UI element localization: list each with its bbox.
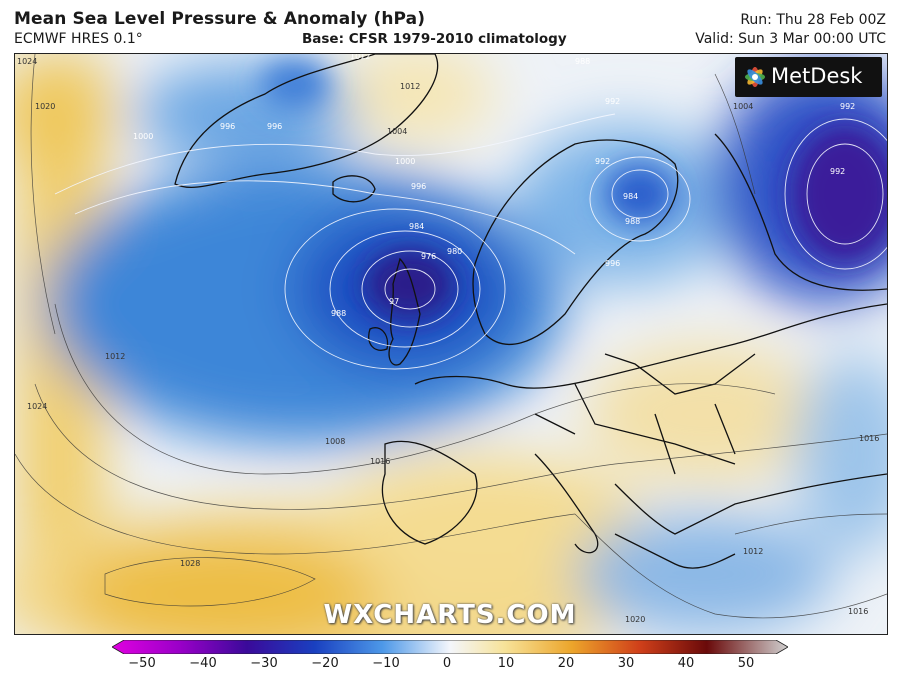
wxcharts-watermark: WXCHARTS.COM	[323, 600, 577, 630]
isobar-label: 1012	[400, 82, 420, 91]
chart-header: Mean Sea Level Pressure & Anomaly (hPa) …	[0, 0, 900, 52]
colorbar-tick: −30	[250, 656, 278, 671]
isobar-label: 1012	[105, 352, 125, 361]
isobar-lines-inner	[54, 113, 887, 370]
isobar-label: 1016	[370, 457, 390, 466]
isobar-labels: 1024 1020 1012 1000 996 1012 988 992 100…	[17, 54, 879, 624]
isobar-label: 976	[421, 252, 436, 261]
isobar-label: 1028	[180, 559, 200, 568]
pressure-anomaly-map: 1024 1020 1012 1000 996 1012 988 992 100…	[14, 53, 888, 635]
isobar-label: 992	[840, 102, 855, 111]
isobar-label: 992	[595, 157, 610, 166]
isobar-label: 1004	[387, 127, 407, 136]
isobar-label: 1000	[133, 132, 153, 141]
colorbar-tick: 40	[677, 656, 695, 671]
isobar-label: 984	[623, 192, 638, 201]
colorbar-tick: 20	[557, 656, 575, 671]
isobar-label: 1000	[395, 157, 415, 166]
isobar-label: 1012	[743, 547, 763, 556]
isobar-label: 996	[605, 259, 620, 268]
chart-title: Mean Sea Level Pressure & Anomaly (hPa)	[14, 9, 426, 29]
metdesk-flower-icon	[745, 67, 765, 87]
isobar-label: 996	[267, 122, 282, 131]
isobar-label: 992	[830, 167, 845, 176]
anomaly-cores	[260, 59, 887, 319]
colorbar-tick: −10	[372, 656, 400, 671]
isobar-label: 97	[389, 297, 399, 306]
metdesk-logo-text: MetDesk	[771, 64, 863, 88]
isobar-label: 1024	[27, 402, 47, 411]
colorbar-tick: 10	[497, 656, 515, 671]
isobar-label: 1024	[17, 57, 37, 66]
model-label: ECMWF HRES 0.1°	[14, 31, 143, 47]
isobar-label: 996	[220, 122, 235, 131]
isobar-label: 1020	[625, 615, 645, 624]
base-climatology-label: Base: CFSR 1979-2010 climatology	[302, 31, 567, 47]
isobar-label: 996	[411, 182, 426, 191]
isobar-label: 980	[447, 247, 462, 256]
isobar-label: 988	[331, 309, 346, 318]
isobar-label: 984	[409, 222, 424, 231]
coastlines	[174, 54, 887, 569]
colorbar-tick: −40	[189, 656, 217, 671]
isobar-label: 992	[605, 97, 620, 106]
isobar-label: 1004	[733, 102, 753, 111]
colorbar-tick: 0	[442, 656, 452, 671]
run-time-label: Run: Thu 28 Feb 00Z	[740, 12, 886, 28]
colorbar-tick: −20	[311, 656, 339, 671]
isobar-lines-outer	[15, 54, 887, 619]
colorbar-tick: 50	[737, 656, 755, 671]
valid-time-label: Valid: Sun 3 Mar 00:00 UTC	[695, 31, 886, 47]
isobar-label: 1016	[859, 434, 879, 443]
colorbar-tick: −50	[128, 656, 156, 671]
isobar-label: 988	[575, 57, 590, 66]
isobar-label: 1008	[325, 437, 345, 446]
isobar-label: 1020	[35, 102, 55, 111]
colorbar-ticks: −50 −40 −30 −20 −10 0 10 20 30 40 50	[0, 656, 900, 676]
isobar-label: 1016	[848, 607, 868, 616]
metdesk-logo: MetDesk	[735, 57, 882, 97]
colorbar-tick: 30	[617, 656, 635, 671]
anomaly-colorbar	[112, 640, 788, 654]
isobar-label: 988	[625, 217, 640, 226]
isobar-label: 1012	[350, 54, 370, 61]
